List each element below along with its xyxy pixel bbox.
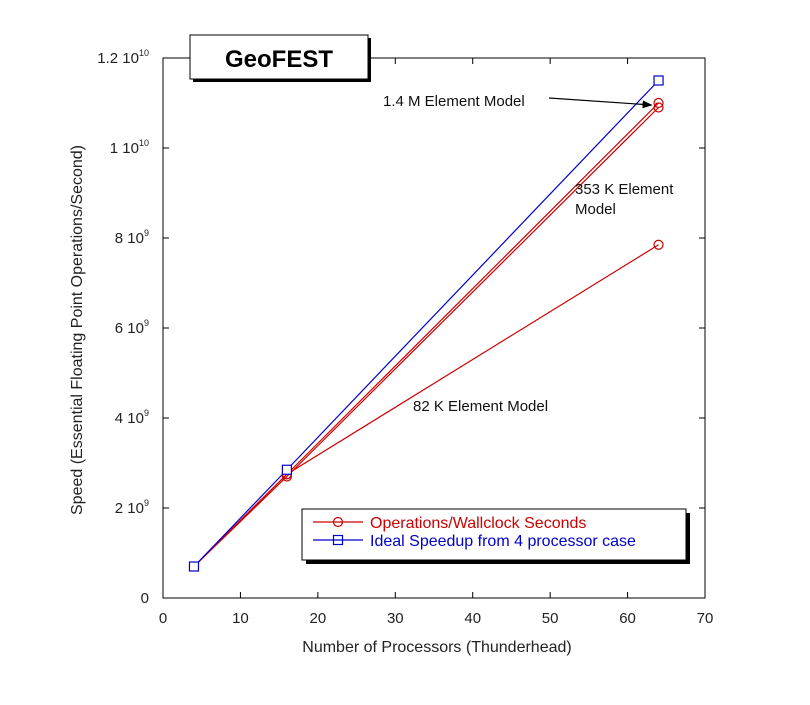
y-tick-label: 2 109	[115, 498, 149, 517]
legend-marker-ideal	[332, 534, 344, 546]
x-tick-label: 40	[464, 610, 481, 627]
series-line-3	[193, 80, 659, 567]
legend-marker-operations	[332, 516, 344, 528]
legend: Operations/Wallclock Seconds Ideal Speed…	[301, 508, 690, 564]
y-tick-label: 6 109	[115, 318, 149, 337]
data-point-circle	[653, 97, 664, 109]
annotation-1-4m-model: 1.4 M Element Model	[383, 93, 525, 110]
y-tick-mantissa: 1 10	[110, 140, 139, 157]
legend-label-ideal: Ideal Speedup from 4 processor case	[370, 533, 636, 550]
y-tick-label: 1.2 1010	[97, 48, 149, 67]
y-tick-mantissa: 0	[141, 590, 149, 607]
x-tick-label: 50	[542, 610, 559, 627]
y-tick-label: 8 109	[115, 228, 149, 247]
annotation-82k-model: 82 K Element Model	[413, 398, 548, 415]
legend-box	[301, 508, 687, 561]
series-layer	[188, 75, 664, 572]
x-tick-label: 60	[619, 610, 636, 627]
y-tick-exponent: 9	[144, 318, 149, 328]
chart-title: GeoFEST	[225, 46, 333, 73]
x-tick-label: 0	[159, 610, 167, 627]
y-tick-label: 4 109	[115, 408, 149, 427]
x-tick-label: 70	[697, 610, 714, 627]
x-tick-label: 20	[310, 610, 327, 627]
y-tick-exponent: 9	[144, 498, 149, 508]
data-point-square	[653, 75, 664, 86]
data-point-circle	[653, 239, 664, 250]
y-tick-mantissa: 6 10	[115, 320, 144, 337]
y-tick-label: 0	[141, 590, 149, 607]
y-tick-mantissa: 2 10	[115, 500, 144, 517]
title-box: GeoFEST	[189, 34, 371, 82]
x-tick-label: 10	[232, 610, 249, 627]
data-point-circle	[653, 102, 664, 113]
y-axis-label: Speed (Essential Floating Point Operatio…	[69, 145, 86, 515]
annotation-arrow	[548, 97, 653, 109]
x-axis-ticks: 0 10 20 30 40 50 60 70	[159, 58, 714, 627]
annotation-353k-model-line1: 353 K Element	[575, 181, 674, 198]
annotation-353k-model-line2: Model	[575, 201, 616, 218]
x-tick-label: 30	[387, 610, 404, 627]
y-tick-exponent: 10	[139, 48, 149, 58]
title-background	[189, 34, 369, 80]
y-tick-label: 1 1010	[110, 138, 149, 157]
x-axis-label: Number of Processors (Thunderhead)	[302, 639, 571, 656]
legend-label-operations: Operations/Wallclock Seconds	[370, 515, 586, 532]
y-tick-exponent: 10	[139, 138, 149, 148]
y-tick-mantissa: 1.2 10	[97, 50, 139, 67]
y-tick-exponent: 9	[144, 228, 149, 238]
data-point-square	[188, 561, 200, 572]
data-point-square	[281, 464, 292, 475]
y-tick-mantissa: 4 10	[115, 410, 144, 427]
y-tick-mantissa: 8 10	[115, 230, 144, 247]
y-tick-exponent: 9	[144, 408, 149, 418]
